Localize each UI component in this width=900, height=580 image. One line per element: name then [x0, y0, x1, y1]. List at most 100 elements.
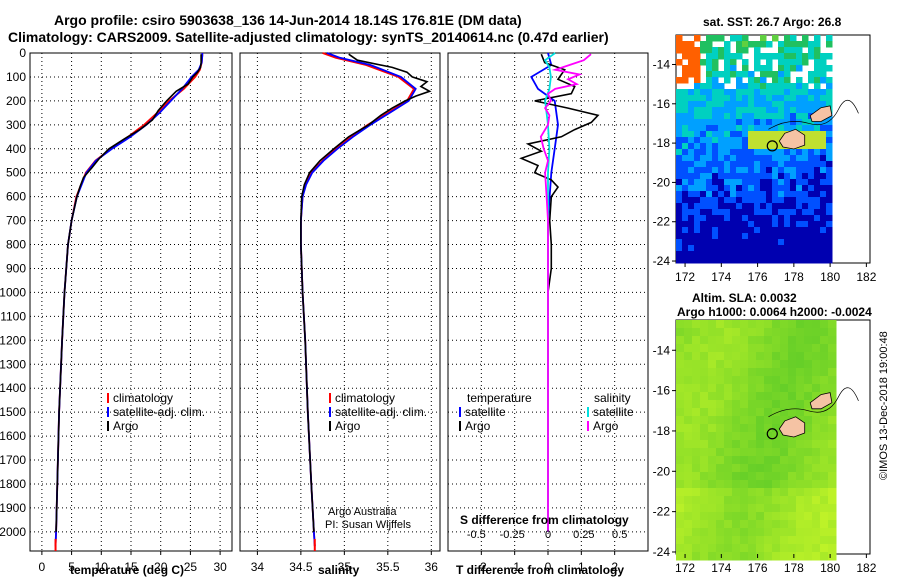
- sst-map-cell: [712, 239, 719, 246]
- sla-map-cell: [748, 504, 757, 513]
- sst-map-cell: [748, 107, 755, 114]
- sst-map-cell: [694, 71, 701, 78]
- sla-map-cell: [684, 432, 693, 441]
- sla-map-cell: [692, 328, 701, 337]
- sla-map-cell: [700, 552, 709, 561]
- sla-map-cell: [716, 496, 725, 505]
- sla-map-cell: [780, 400, 789, 409]
- sst-lon-label: 176: [748, 270, 768, 284]
- sst-map-cell: [724, 47, 731, 54]
- sla-map-cell: [740, 520, 749, 529]
- sla-map-cell: [748, 496, 757, 505]
- sst-map-cell: [694, 89, 701, 96]
- sst-map-cell: [778, 143, 785, 150]
- sst-map-cell: [772, 197, 779, 204]
- sst-map-cell: [736, 143, 743, 150]
- sst-map-cell: [706, 59, 713, 66]
- sla-map-cell: [700, 456, 709, 465]
- sst-map-cell: [736, 137, 743, 144]
- sst-map-cell: [688, 119, 695, 126]
- sst-map-cell: [778, 125, 785, 132]
- sla-map-cell: [748, 528, 757, 537]
- sla-map-cell: [732, 496, 741, 505]
- sla-map-cell: [684, 376, 693, 385]
- sst-map-cell: [724, 77, 731, 84]
- sla-lon-label: 178: [784, 561, 804, 575]
- sla-map-cell: [748, 472, 757, 481]
- salinity-xtick-label: 35.5: [376, 560, 400, 574]
- sla-map-cell: [788, 360, 797, 369]
- sla-map-cell: [748, 344, 757, 353]
- sst-map-cell: [814, 227, 821, 234]
- sla-map-cell: [692, 336, 701, 345]
- sla-map-cell: [780, 520, 789, 529]
- sla-map-cell: [732, 512, 741, 521]
- sst-map-cell: [682, 53, 689, 60]
- sst-map-cell: [760, 221, 767, 228]
- sst-map-cell: [706, 179, 713, 186]
- sst-map-cell: [748, 185, 755, 192]
- sst-map-cell: [754, 95, 761, 102]
- sla-map-cell: [812, 416, 821, 425]
- sla-map-cell: [820, 544, 829, 553]
- sst-map-cell: [808, 155, 815, 162]
- sst-map-cell: [724, 59, 731, 66]
- sst-map-cell: [694, 47, 701, 54]
- sla-map-cell: [820, 320, 829, 329]
- sla-map-cell: [692, 448, 701, 457]
- sst-map-cell: [772, 173, 779, 180]
- sst-map-cell: [742, 221, 749, 228]
- sst-map-cell: [724, 101, 731, 108]
- sst-map-cell: [814, 167, 821, 174]
- sst-lon-label: 182: [856, 270, 876, 284]
- sst-map-cell: [820, 125, 827, 132]
- sla-map-cell: [788, 472, 797, 481]
- sst-map-cell: [682, 245, 689, 252]
- sla-map-cell: [780, 328, 789, 337]
- sla-map-cell: [804, 552, 813, 561]
- sst-map-cell: [754, 233, 761, 240]
- sst-map-cell: [814, 185, 821, 192]
- sst-map-cell: [730, 251, 737, 258]
- sst-map-cell: [682, 251, 689, 258]
- sst-map-cell: [784, 155, 791, 162]
- sst-map-cell: [772, 203, 779, 210]
- sla-map-cell: [724, 552, 733, 561]
- sst-map-cell: [736, 185, 743, 192]
- sla-map-cell: [828, 544, 837, 553]
- sst-map-cell: [814, 65, 821, 72]
- sst-map-cell: [790, 113, 797, 120]
- credit-pi: PI: Susan Wijffels: [325, 519, 411, 531]
- sla-map-cell: [828, 488, 837, 497]
- sst-map-cell: [718, 233, 725, 240]
- sst-map-cell: [730, 209, 737, 216]
- sst-map-cell: [748, 251, 755, 258]
- sst-map-cell: [700, 89, 707, 96]
- sst-map-cell: [694, 197, 701, 204]
- sla-map-cell: [676, 376, 685, 385]
- sst-map-cell: [826, 101, 833, 108]
- sst-map-cell: [772, 35, 779, 42]
- sla-map-cell: [708, 544, 717, 553]
- sst-map-cell: [748, 95, 755, 102]
- sst-map-cell: [676, 239, 683, 246]
- sla-map-cell: [716, 336, 725, 345]
- sla-map-cell: [820, 336, 829, 345]
- diff-legend-temperature-title: temperature: [467, 391, 532, 405]
- sst-map-cell: [808, 119, 815, 126]
- sst-map-cell: [730, 227, 737, 234]
- sst-map-cell: [688, 131, 695, 138]
- sla-map-cell: [732, 360, 741, 369]
- sst-map-cell: [808, 143, 815, 150]
- sla-map-cell: [796, 320, 805, 329]
- sla-map-cell: [748, 432, 757, 441]
- sla-map-cell: [732, 448, 741, 457]
- sla-map-cell: [716, 392, 725, 401]
- sst-map-cell: [826, 137, 833, 144]
- sla-map-cell: [716, 328, 725, 337]
- sst-map-cell: [790, 245, 797, 252]
- sst-map-cell: [748, 149, 755, 156]
- temperature-legend-label: satellite-adj. clim.: [113, 405, 205, 419]
- sst-map-cell: [808, 71, 815, 78]
- sst-map-cell: [730, 203, 737, 210]
